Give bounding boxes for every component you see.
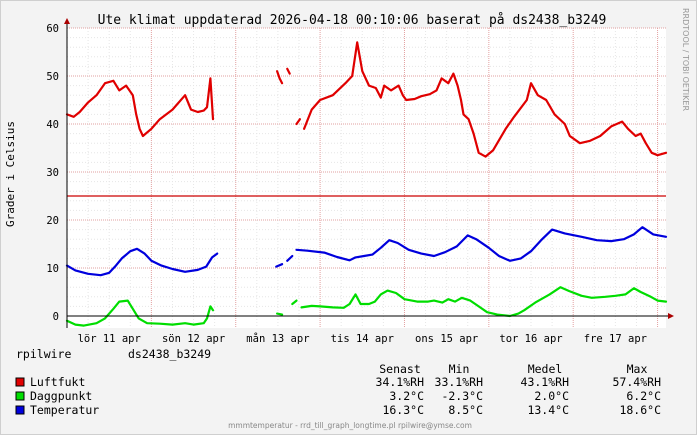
series-layer — [65, 41, 668, 327]
series-line-segment — [300, 286, 668, 318]
legend-value: -2.3°C — [441, 389, 483, 403]
series-line-segment — [65, 77, 215, 138]
x-tick-label: sön 12 apr — [162, 333, 225, 345]
watermark-text: RRDTOOL / TOBI OETIKER — [681, 8, 690, 111]
series-line-segment — [276, 312, 284, 316]
x-axis-arrow — [668, 313, 674, 319]
y-axis-arrow — [64, 18, 70, 24]
x-tick-label: mån 13 apr — [246, 332, 309, 345]
y-tick-label: 40 — [46, 119, 59, 131]
footer-text: mmmtemperatur - rrd_till_graph_longtime.… — [228, 421, 472, 430]
x-tick-label: ons 15 apr — [415, 333, 478, 345]
series-line-segment — [275, 263, 284, 268]
series-line-segment — [276, 70, 284, 85]
legend-series-name: Daggpunkt — [30, 389, 92, 403]
series-line-segment — [303, 41, 668, 158]
y-tick-label: 30 — [46, 167, 59, 179]
x-tick-label: fre 17 apr — [584, 333, 647, 345]
legend-value: 57.4%RH — [613, 375, 662, 389]
legend-column-header: Senast — [379, 362, 421, 376]
series-line-segment — [65, 299, 215, 327]
series-line-segment — [286, 67, 291, 75]
x-tick-label: tis 14 apr — [331, 333, 394, 345]
legend-value: 33.1%RH — [435, 375, 484, 389]
legend-value: 16.3°C — [382, 403, 424, 417]
legend-value: 34.1%RH — [376, 375, 425, 389]
series-line-segment — [286, 254, 294, 262]
legend-swatch — [15, 391, 25, 401]
y-tick-labels: 0 10 20 30 40 50 60 — [46, 23, 59, 323]
series-line-segment — [291, 299, 298, 306]
y-tick-label: 50 — [46, 71, 59, 83]
series-daggpunkt — [65, 286, 668, 327]
legend-series-name: Temperatur — [30, 403, 99, 417]
y-tick-label: 10 — [46, 263, 59, 275]
legend-column-header: Min — [449, 362, 470, 376]
legend-value: 2.0°C — [534, 389, 569, 403]
legend: rpilwire ds2438_b3249 Senast Min Medel Max L… — [15, 347, 662, 417]
legend-value: 6.2°C — [626, 389, 661, 403]
legend-value: 3.2°C — [389, 389, 424, 403]
legend-value: 13.4°C — [527, 403, 569, 417]
plot-area — [67, 28, 666, 328]
x-tick-label: tor 16 apr — [499, 333, 562, 345]
legend-swatch — [15, 405, 25, 415]
legend-value: 8.5°C — [448, 403, 483, 417]
y-tick-label: 60 — [46, 23, 59, 35]
series-luftfukt — [65, 41, 668, 158]
legend-sensor: ds2438_b3249 — [128, 347, 211, 361]
legend-series-name: Luftfukt — [30, 375, 85, 389]
series-line-segment — [65, 247, 219, 277]
x-tick-label: lör 11 apr — [78, 333, 141, 345]
legend-swatch — [15, 377, 25, 387]
legend-host: rpilwire — [16, 347, 71, 361]
x-tick-labels: lör 11 apr sön 12 apr mån 13 apr tis 14 apr… — [78, 332, 647, 345]
legend-value: 18.6°C — [619, 403, 661, 417]
y-tick-label: 0 — [53, 311, 59, 323]
chart-title: Ute klimat uppdaterad 2026-04-18 00:10:0… — [98, 13, 607, 28]
series-line-segment — [295, 118, 301, 126]
series-line-segment — [295, 226, 668, 262]
y-tick-label: 20 — [46, 215, 59, 227]
series-temperatur — [65, 226, 668, 277]
legend-column-header: Medel — [528, 362, 563, 376]
axes — [64, 18, 674, 328]
legend-column-header: Max — [627, 362, 648, 376]
y-axis-label: Grader i Celsius — [4, 121, 17, 227]
legend-value: 43.1%RH — [521, 375, 570, 389]
